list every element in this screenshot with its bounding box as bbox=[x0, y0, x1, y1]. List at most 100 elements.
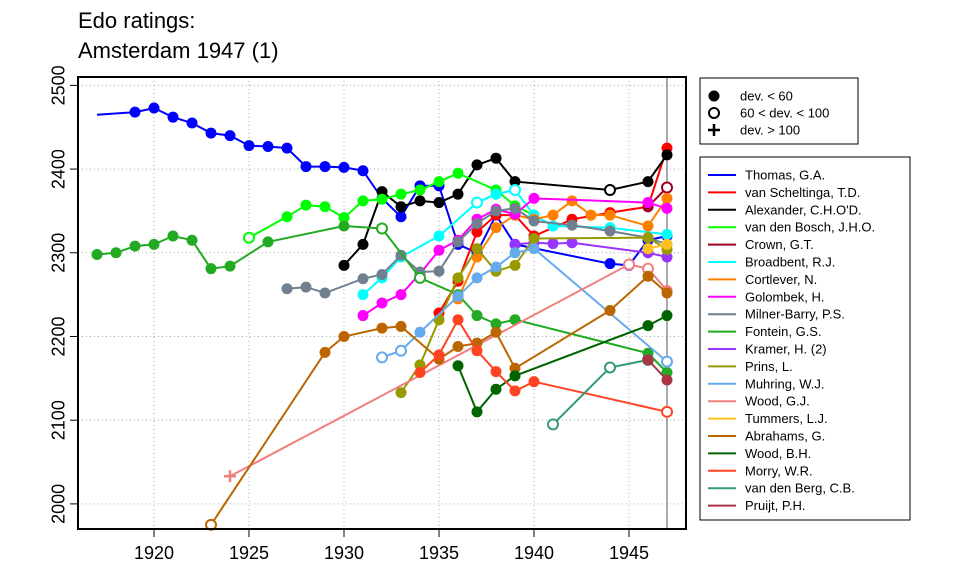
y-tick-label: 2400 bbox=[49, 149, 69, 189]
data-point bbox=[433, 176, 445, 188]
x-tick-label: 1925 bbox=[229, 543, 269, 563]
data-point bbox=[433, 349, 445, 361]
series-legend-label: van den Berg, C.B. bbox=[745, 481, 855, 496]
data-point bbox=[395, 387, 407, 399]
marker-legend: dev. < 60 60 < dev. < 100 dev. > 100 bbox=[699, 77, 859, 145]
data-point bbox=[110, 247, 122, 259]
x-tick-label: 1940 bbox=[514, 543, 554, 563]
series-legend-box bbox=[699, 156, 911, 521]
series bbox=[338, 149, 673, 271]
data-point bbox=[642, 232, 654, 244]
data-point bbox=[661, 192, 673, 204]
data-point bbox=[509, 362, 521, 374]
data-point bbox=[414, 195, 426, 207]
series-legend-label: Wood, G.J. bbox=[745, 394, 810, 409]
data-point bbox=[528, 376, 540, 388]
data-point bbox=[471, 226, 483, 238]
data-point bbox=[357, 310, 369, 322]
data-point bbox=[414, 271, 426, 284]
series-line bbox=[552, 358, 649, 426]
data-point bbox=[490, 318, 502, 330]
data-point bbox=[661, 310, 673, 322]
series-legend-label: Morry, W.R. bbox=[745, 463, 813, 478]
data-point bbox=[319, 161, 331, 173]
data-point bbox=[604, 305, 616, 317]
marker-legend-label: dev. > 100 bbox=[740, 123, 800, 138]
series-legend-label: Golombek, H. bbox=[745, 289, 824, 304]
data-point bbox=[490, 205, 502, 217]
data-point bbox=[433, 265, 445, 277]
data-point bbox=[243, 140, 255, 152]
data-point bbox=[509, 370, 521, 382]
x-tick-label: 1920 bbox=[134, 543, 174, 563]
data-point bbox=[414, 366, 426, 378]
x-tick-label: 1935 bbox=[419, 543, 459, 563]
data-point bbox=[395, 188, 407, 200]
data-point bbox=[452, 236, 464, 248]
data-point bbox=[661, 149, 673, 161]
data-point bbox=[243, 231, 255, 244]
series bbox=[414, 314, 673, 418]
data-point bbox=[661, 405, 673, 418]
data-point bbox=[642, 354, 654, 366]
data-point bbox=[414, 184, 426, 196]
data-point bbox=[604, 184, 616, 196]
x-tick-label: 1930 bbox=[324, 543, 364, 563]
data-point bbox=[338, 259, 350, 271]
data-point bbox=[338, 212, 350, 224]
series bbox=[452, 310, 673, 418]
data-point bbox=[661, 238, 673, 250]
data-point bbox=[167, 230, 179, 242]
series bbox=[642, 354, 673, 386]
data-point bbox=[186, 117, 198, 129]
data-point bbox=[376, 222, 388, 235]
data-point bbox=[224, 130, 236, 142]
data-point bbox=[452, 188, 464, 200]
series bbox=[547, 353, 654, 431]
series-legend-label: Wood, B.H. bbox=[745, 446, 811, 461]
data-point bbox=[433, 244, 445, 256]
data-point bbox=[452, 272, 464, 284]
data-point bbox=[129, 240, 141, 252]
series bbox=[376, 243, 673, 368]
data-point bbox=[547, 238, 559, 250]
data-point bbox=[319, 201, 331, 213]
data-point bbox=[642, 220, 654, 232]
data-point bbox=[490, 383, 502, 395]
data-point bbox=[490, 326, 502, 338]
chart-title-line-1: Edo ratings: bbox=[78, 8, 195, 33]
series-legend-label: van den Bosch, J.H.O. bbox=[745, 220, 875, 235]
data-point bbox=[357, 289, 369, 301]
data-point bbox=[414, 326, 426, 338]
data-point bbox=[205, 127, 217, 139]
data-point bbox=[528, 243, 540, 255]
data-point bbox=[338, 161, 350, 173]
data-point bbox=[395, 344, 407, 357]
data-point bbox=[433, 197, 445, 209]
data-point bbox=[566, 195, 578, 207]
data-point bbox=[471, 272, 483, 284]
data-point bbox=[167, 111, 179, 123]
series bbox=[91, 220, 673, 378]
y-tick-label: 2500 bbox=[49, 65, 69, 105]
data-point bbox=[509, 247, 521, 259]
series bbox=[281, 202, 673, 299]
data-point bbox=[376, 269, 388, 281]
data-point bbox=[604, 361, 616, 374]
data-point bbox=[262, 140, 274, 152]
data-point bbox=[642, 243, 654, 255]
data-point bbox=[509, 385, 521, 397]
y-tick-label: 2200 bbox=[49, 316, 69, 356]
marker-legend-symbol bbox=[708, 90, 720, 102]
data-point bbox=[661, 228, 673, 240]
data-point bbox=[357, 238, 369, 250]
data-point bbox=[661, 287, 673, 299]
axes: 1920 1925 1930 1935 1940 1945 2000 2100 2200 2300… bbox=[49, 65, 668, 563]
data-point bbox=[490, 261, 502, 273]
data-point bbox=[661, 366, 673, 378]
data-point bbox=[623, 258, 635, 271]
data-point bbox=[300, 161, 312, 173]
data-point bbox=[661, 181, 673, 194]
data-point bbox=[661, 202, 673, 214]
